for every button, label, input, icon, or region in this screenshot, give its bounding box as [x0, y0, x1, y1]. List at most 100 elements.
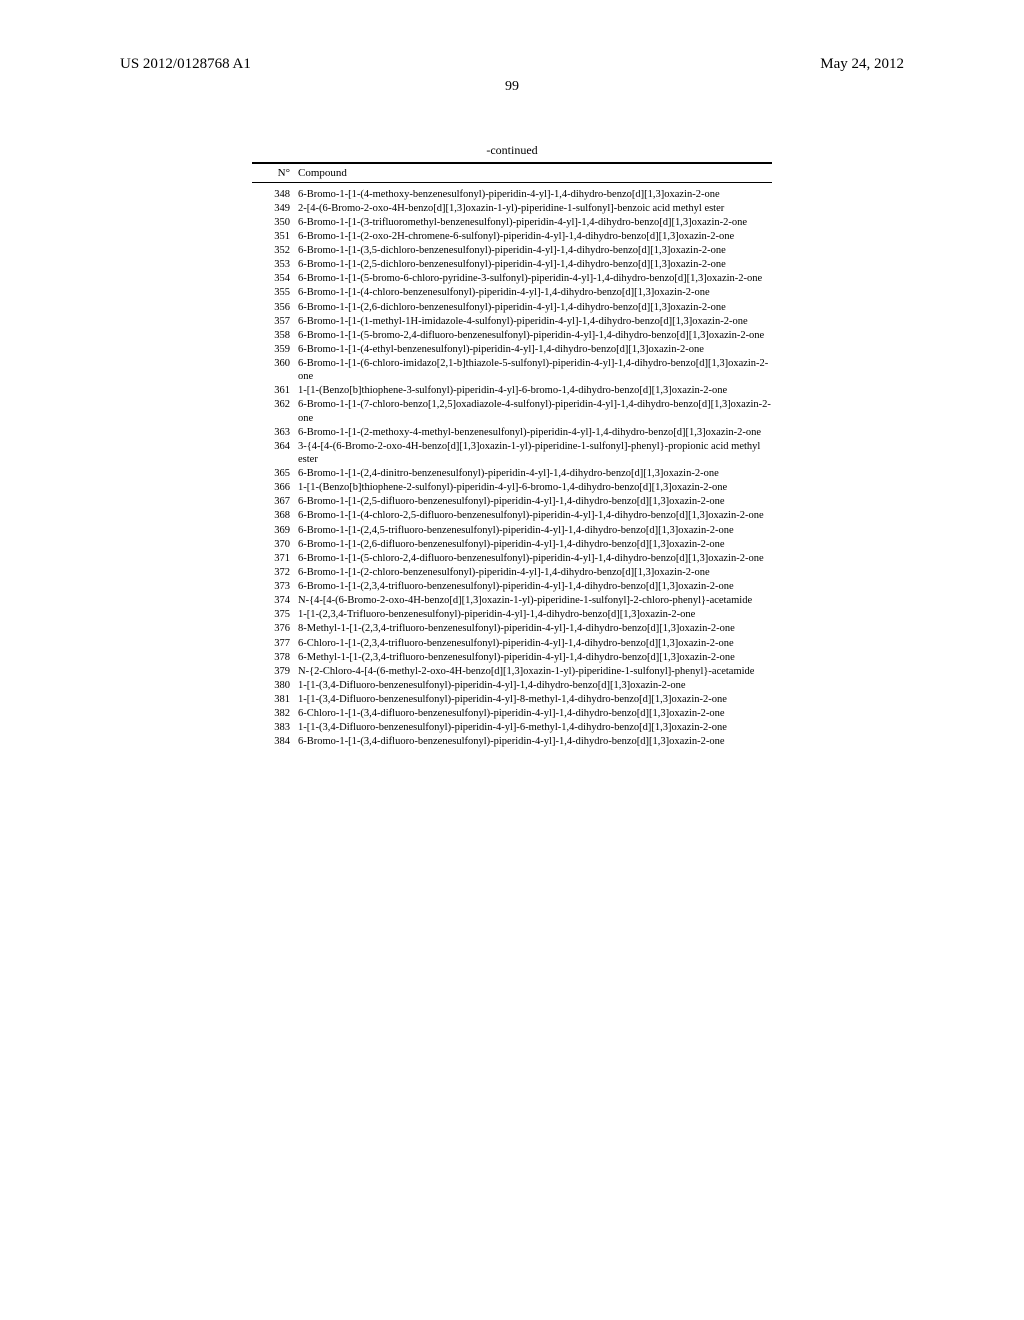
table-row: 3486-Bromo-1-[1-(4-methoxy-benzenesulfon… [252, 187, 772, 201]
compound-number: 373 [252, 580, 298, 593]
compound-name: 6-Bromo-1-[1-(2,4,5-trifluoro-benzenesul… [298, 524, 772, 537]
page-header: US 2012/0128768 A1 May 24, 2012 [120, 56, 904, 73]
compound-number: 357 [252, 315, 298, 328]
compound-name: 1-[1-(3,4-Difluoro-benzenesulfonyl)-pipe… [298, 721, 772, 734]
compound-number: 379 [252, 665, 298, 678]
compound-name: 1-[1-(3,4-Difluoro-benzenesulfonyl)-pipe… [298, 693, 772, 706]
compound-name: 6-Bromo-1-[1-(2,3,4-trifluoro-benzenesul… [298, 580, 772, 593]
compound-number: 380 [252, 679, 298, 692]
table-header-row: N° Compound [252, 164, 772, 182]
table-row: 3786-Methyl-1-[1-(2,3,4-trifluoro-benzen… [252, 650, 772, 664]
table-row: 3726-Bromo-1-[1-(2-chloro-benzenesulfony… [252, 565, 772, 579]
compound-number: 354 [252, 272, 298, 285]
table-row: 3686-Bromo-1-[1-(4-chloro-2,5-difluoro-b… [252, 509, 772, 523]
table-row: 3596-Bromo-1-[1-(4-ethyl-benzenesulfonyl… [252, 342, 772, 356]
compound-number: 374 [252, 594, 298, 607]
table-row: 3526-Bromo-1-[1-(3,5-dichloro-benzenesul… [252, 244, 772, 258]
compound-name: 1-[1-(Benzo[b]thiophene-3-sulfonyl)-pipe… [298, 384, 772, 397]
compound-name: N-{2-Chloro-4-[4-(6-methyl-2-oxo-4H-benz… [298, 665, 772, 678]
table-row: 3706-Bromo-1-[1-(2,6-difluoro-benzenesul… [252, 537, 772, 551]
compound-number: 364 [252, 440, 298, 466]
compound-name: 3-{4-[4-(6-Bromo-2-oxo-4H-benzo[d][1,3]o… [298, 440, 772, 466]
table-row: 3811-[1-(3,4-Difluoro-benzenesulfonyl)-p… [252, 693, 772, 707]
compound-number: 358 [252, 329, 298, 342]
table-row: 374N-{4-[4-(6-Bromo-2-oxo-4H-benzo[d][1,… [252, 594, 772, 608]
compound-name: 6-Bromo-1-[1-(2-chloro-benzenesulfonyl)-… [298, 566, 772, 579]
compound-number: 381 [252, 693, 298, 706]
compound-name: 6-Bromo-1-[1-(5-bromo-2,4-difluoro-benze… [298, 329, 772, 342]
compound-name: 6-Bromo-1-[1-(2-methoxy-4-methyl-benzene… [298, 426, 772, 439]
compound-name: 6-Bromo-1-[1-(2,6-dichloro-benzenesulfon… [298, 301, 772, 314]
compound-number: 363 [252, 426, 298, 439]
compound-number: 359 [252, 343, 298, 356]
table-row: 3643-{4-[4-(6-Bromo-2-oxo-4H-benzo[d][1,… [252, 439, 772, 466]
compound-number: 368 [252, 509, 298, 522]
compound-number: 365 [252, 467, 298, 480]
compound-name: 2-[4-(6-Bromo-2-oxo-4H-benzo[d][1,3]oxaz… [298, 202, 772, 215]
compound-name: 6-Bromo-1-[1-(2,6-difluoro-benzenesulfon… [298, 538, 772, 551]
compound-number: 367 [252, 495, 298, 508]
table-body: 3486-Bromo-1-[1-(4-methoxy-benzenesulfon… [252, 183, 772, 749]
compound-name: 6-Bromo-1-[1-(3-trifluoromethyl-benzenes… [298, 216, 772, 229]
compound-name: 6-Bromo-1-[1-(5-bromo-6-chloro-pyridine-… [298, 272, 772, 285]
table-row: 3611-[1-(Benzo[b]thiophene-3-sulfonyl)-p… [252, 384, 772, 398]
table-row: 3676-Bromo-1-[1-(2,5-difluoro-benzenesul… [252, 495, 772, 509]
table-row: 3506-Bromo-1-[1-(3-trifluoromethyl-benze… [252, 215, 772, 229]
compound-number: 350 [252, 216, 298, 229]
table-row: 3656-Bromo-1-[1-(2,4-dinitro-benzenesulf… [252, 467, 772, 481]
compound-number: 361 [252, 384, 298, 397]
compound-name: 6-Bromo-1-[1-(6-chloro-imidazo[2,1-b]thi… [298, 357, 772, 383]
compound-number: 360 [252, 357, 298, 383]
compound-number: 352 [252, 244, 298, 257]
compound-table: -continued N° Compound 3486-Bromo-1-[1-(… [252, 143, 772, 749]
compound-name: 6-Bromo-1-[1-(1-methyl-1H-imidazole-4-su… [298, 315, 772, 328]
table-row: 3751-[1-(2,3,4-Trifluoro-benzenesulfonyl… [252, 608, 772, 622]
compound-number: 378 [252, 651, 298, 664]
compound-number: 376 [252, 622, 298, 635]
compound-name: 6-Bromo-1-[1-(2,4-dinitro-benzenesulfony… [298, 467, 772, 480]
table-row: 3661-[1-(Benzo[b]thiophene-2-sulfonyl)-p… [252, 481, 772, 495]
compound-number: 383 [252, 721, 298, 734]
compound-name: 1-[1-(Benzo[b]thiophene-2-sulfonyl)-pipe… [298, 481, 772, 494]
table-row: 3736-Bromo-1-[1-(2,3,4-trifluoro-benzene… [252, 580, 772, 594]
compound-name: N-{4-[4-(6-Bromo-2-oxo-4H-benzo[d][1,3]o… [298, 594, 772, 607]
patent-page: US 2012/0128768 A1 May 24, 2012 99 -cont… [0, 0, 1024, 789]
column-header-number: N° [252, 167, 298, 179]
compound-name: 6-Bromo-1-[1-(3,4-difluoro-benzenesulfon… [298, 735, 772, 748]
compound-number: 353 [252, 258, 298, 271]
table-row: 3826-Chloro-1-[1-(3,4-difluoro-benzenesu… [252, 707, 772, 721]
compound-number: 375 [252, 608, 298, 621]
table-row: 3636-Bromo-1-[1-(2-methoxy-4-methyl-benz… [252, 425, 772, 439]
compound-number: 382 [252, 707, 298, 720]
compound-number: 355 [252, 286, 298, 299]
continued-label: -continued [252, 143, 772, 158]
compound-number: 377 [252, 637, 298, 650]
compound-name: 6-Bromo-1-[1-(2,5-difluoro-benzenesulfon… [298, 495, 772, 508]
compound-number: 384 [252, 735, 298, 748]
compound-number: 366 [252, 481, 298, 494]
compound-name: 6-Chloro-1-[1-(3,4-difluoro-benzenesulfo… [298, 707, 772, 720]
compound-name: 6-Bromo-1-[1-(4-ethyl-benzenesulfonyl)-p… [298, 343, 772, 356]
compound-number: 356 [252, 301, 298, 314]
table-row: 3536-Bromo-1-[1-(2,5-dichloro-benzenesul… [252, 258, 772, 272]
compound-name: 6-Methyl-1-[1-(2,3,4-trifluoro-benzenesu… [298, 651, 772, 664]
compound-name: 6-Bromo-1-[1-(4-chloro-2,5-difluoro-benz… [298, 509, 772, 522]
compound-name: 6-Chloro-1-[1-(2,3,4-trifluoro-benzenesu… [298, 637, 772, 650]
compound-name: 6-Bromo-1-[1-(4-chloro-benzenesulfonyl)-… [298, 286, 772, 299]
compound-number: 371 [252, 552, 298, 565]
table-row: 3696-Bromo-1-[1-(2,4,5-trifluoro-benzene… [252, 523, 772, 537]
compound-number: 370 [252, 538, 298, 551]
compound-name: 6-Bromo-1-[1-(5-chloro-2,4-difluoro-benz… [298, 552, 772, 565]
compound-name: 6-Bromo-1-[1-(2-oxo-2H-chromene-6-sulfon… [298, 230, 772, 243]
compound-name: 6-Bromo-1-[1-(3,5-dichloro-benzenesulfon… [298, 244, 772, 257]
table-row: 3566-Bromo-1-[1-(2,6-dichloro-benzenesul… [252, 300, 772, 314]
compound-number: 349 [252, 202, 298, 215]
publication-date: May 24, 2012 [820, 56, 904, 73]
table-row: 3516-Bromo-1-[1-(2-oxo-2H-chromene-6-sul… [252, 229, 772, 243]
table-row: 3801-[1-(3,4-Difluoro-benzenesulfonyl)-p… [252, 678, 772, 692]
table-row: 3768-Methyl-1-[1-(2,3,4-trifluoro-benzen… [252, 622, 772, 636]
table-row: 3716-Bromo-1-[1-(5-chloro-2,4-difluoro-b… [252, 551, 772, 565]
compound-name: 8-Methyl-1-[1-(2,3,4-trifluoro-benzenesu… [298, 622, 772, 635]
table-row: 3606-Bromo-1-[1-(6-chloro-imidazo[2,1-b]… [252, 357, 772, 384]
compound-name: 1-[1-(3,4-Difluoro-benzenesulfonyl)-pipe… [298, 679, 772, 692]
